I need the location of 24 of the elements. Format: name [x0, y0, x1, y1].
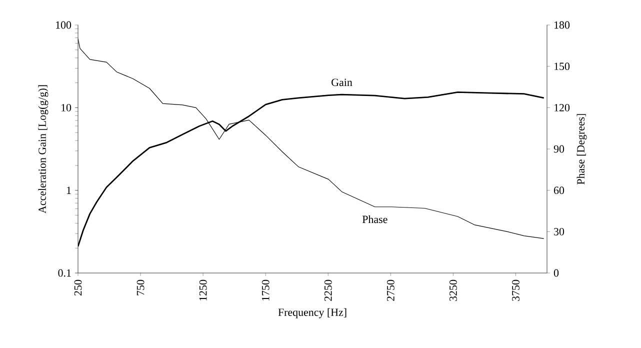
y2-tick-label: 150 [554, 62, 570, 70]
x-tick-label: 2750 [386, 280, 394, 301]
y2-axis-title: Phase [Degrees] [576, 114, 587, 184]
y2-tick-label: 60 [554, 186, 564, 194]
y2-tick-label: 0 [554, 269, 559, 277]
y-tick-label: 1 [66, 186, 71, 194]
x-tick-label: 1750 [262, 280, 270, 300]
series-label: Phase [362, 215, 388, 224]
y-tick-label: 100 [56, 21, 72, 29]
x-tick-label: 250 [74, 280, 82, 296]
y2-tick-label: 120 [554, 104, 570, 112]
y-axis-title: Acceleration Gain [Log(g/g)] [38, 85, 48, 214]
y-tick-label: 0.1 [58, 269, 71, 277]
y2-tick-label: 90 [554, 145, 564, 153]
x-tick-label: 1250 [199, 280, 207, 300]
x-tick-label: 750 [136, 280, 144, 296]
x-tick-label: 3250 [450, 280, 457, 301]
x-tick-label: 3750 [512, 280, 520, 301]
y-tick-label: 10 [62, 104, 72, 112]
y2-tick-label: 180 [554, 21, 570, 29]
y2-tick-label: 30 [554, 228, 564, 236]
series-label: Gain [332, 78, 352, 86]
x-tick-label: 2250 [324, 280, 332, 301]
x-axis-title: Frequency [Hz] [278, 308, 346, 318]
